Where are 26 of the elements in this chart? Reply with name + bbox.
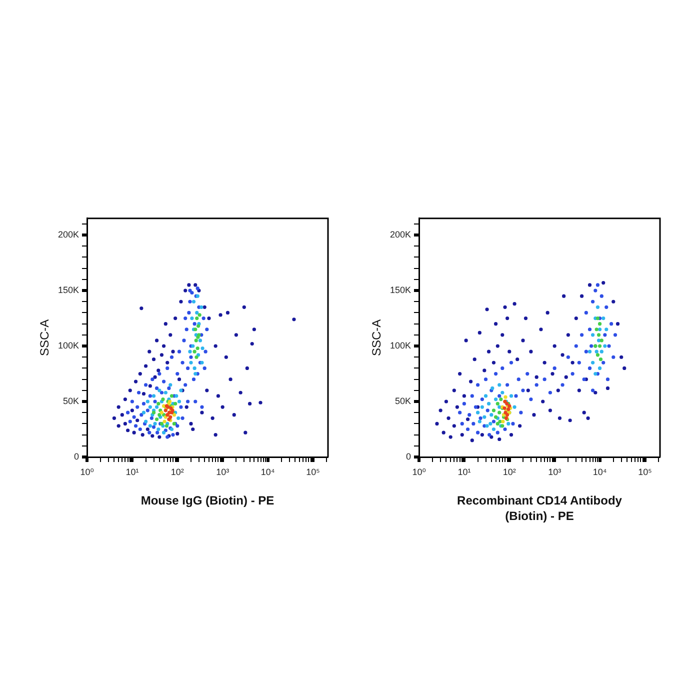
- x-tick-label: 10⁴: [592, 466, 607, 477]
- y-axis-title: SSC-A: [370, 319, 384, 356]
- y-tick-label: 150K: [58, 285, 79, 296]
- x-tick-label: 10³: [548, 466, 562, 477]
- x-tick-label: 10³: [216, 466, 230, 477]
- y-tick-label: 100K: [390, 340, 411, 351]
- x-tick-label: 10⁵: [306, 466, 320, 477]
- x-tick-label: 10⁴: [260, 466, 275, 477]
- y-tick-label: 50K: [62, 396, 79, 406]
- x-tick-label: 10²: [170, 466, 184, 477]
- y-axis-title: SSC-A: [38, 319, 52, 356]
- y-tick-label: 50K: [394, 396, 411, 406]
- x-tick-label: 10²: [502, 466, 516, 477]
- x-tick-label: 10¹: [126, 466, 139, 477]
- x-axis-title: Mouse IgG (Biotin) - PE: [140, 493, 274, 508]
- y-tick-label: 100K: [58, 340, 79, 351]
- x-tick-label: 10⁵: [638, 466, 652, 477]
- x-axis-title: Recombinant CD14 Antibody (Biotin) - PE: [457, 493, 622, 523]
- x-tick-label: 10⁰: [80, 466, 94, 477]
- y-tick-label: 150K: [390, 285, 411, 296]
- x-tick-label: 10⁰: [412, 466, 426, 477]
- x-tick-label: 10¹: [458, 466, 471, 477]
- y-tick-label: 200K: [390, 230, 411, 240]
- y-tick-label: 0: [74, 451, 79, 462]
- y-tick-label: 200K: [58, 230, 79, 240]
- y-tick-label: 0: [406, 451, 411, 462]
